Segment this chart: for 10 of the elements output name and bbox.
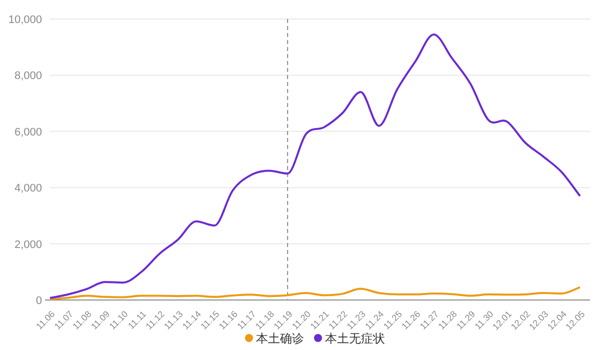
y-tick-label: 0 (36, 295, 42, 307)
y-tick-label: 8,000 (14, 70, 42, 82)
line-series (49, 286, 581, 300)
y-tick-label: 6,000 (14, 126, 42, 138)
y-tick-label: 2,000 (14, 238, 42, 251)
y-tick-label: 4,000 (14, 182, 42, 195)
y-tick-label: 10,000 (8, 14, 42, 26)
line-series (49, 33, 581, 300)
legend-label: 本土无症状 (325, 332, 385, 346)
legend-label: 本土确诊 (256, 332, 304, 346)
